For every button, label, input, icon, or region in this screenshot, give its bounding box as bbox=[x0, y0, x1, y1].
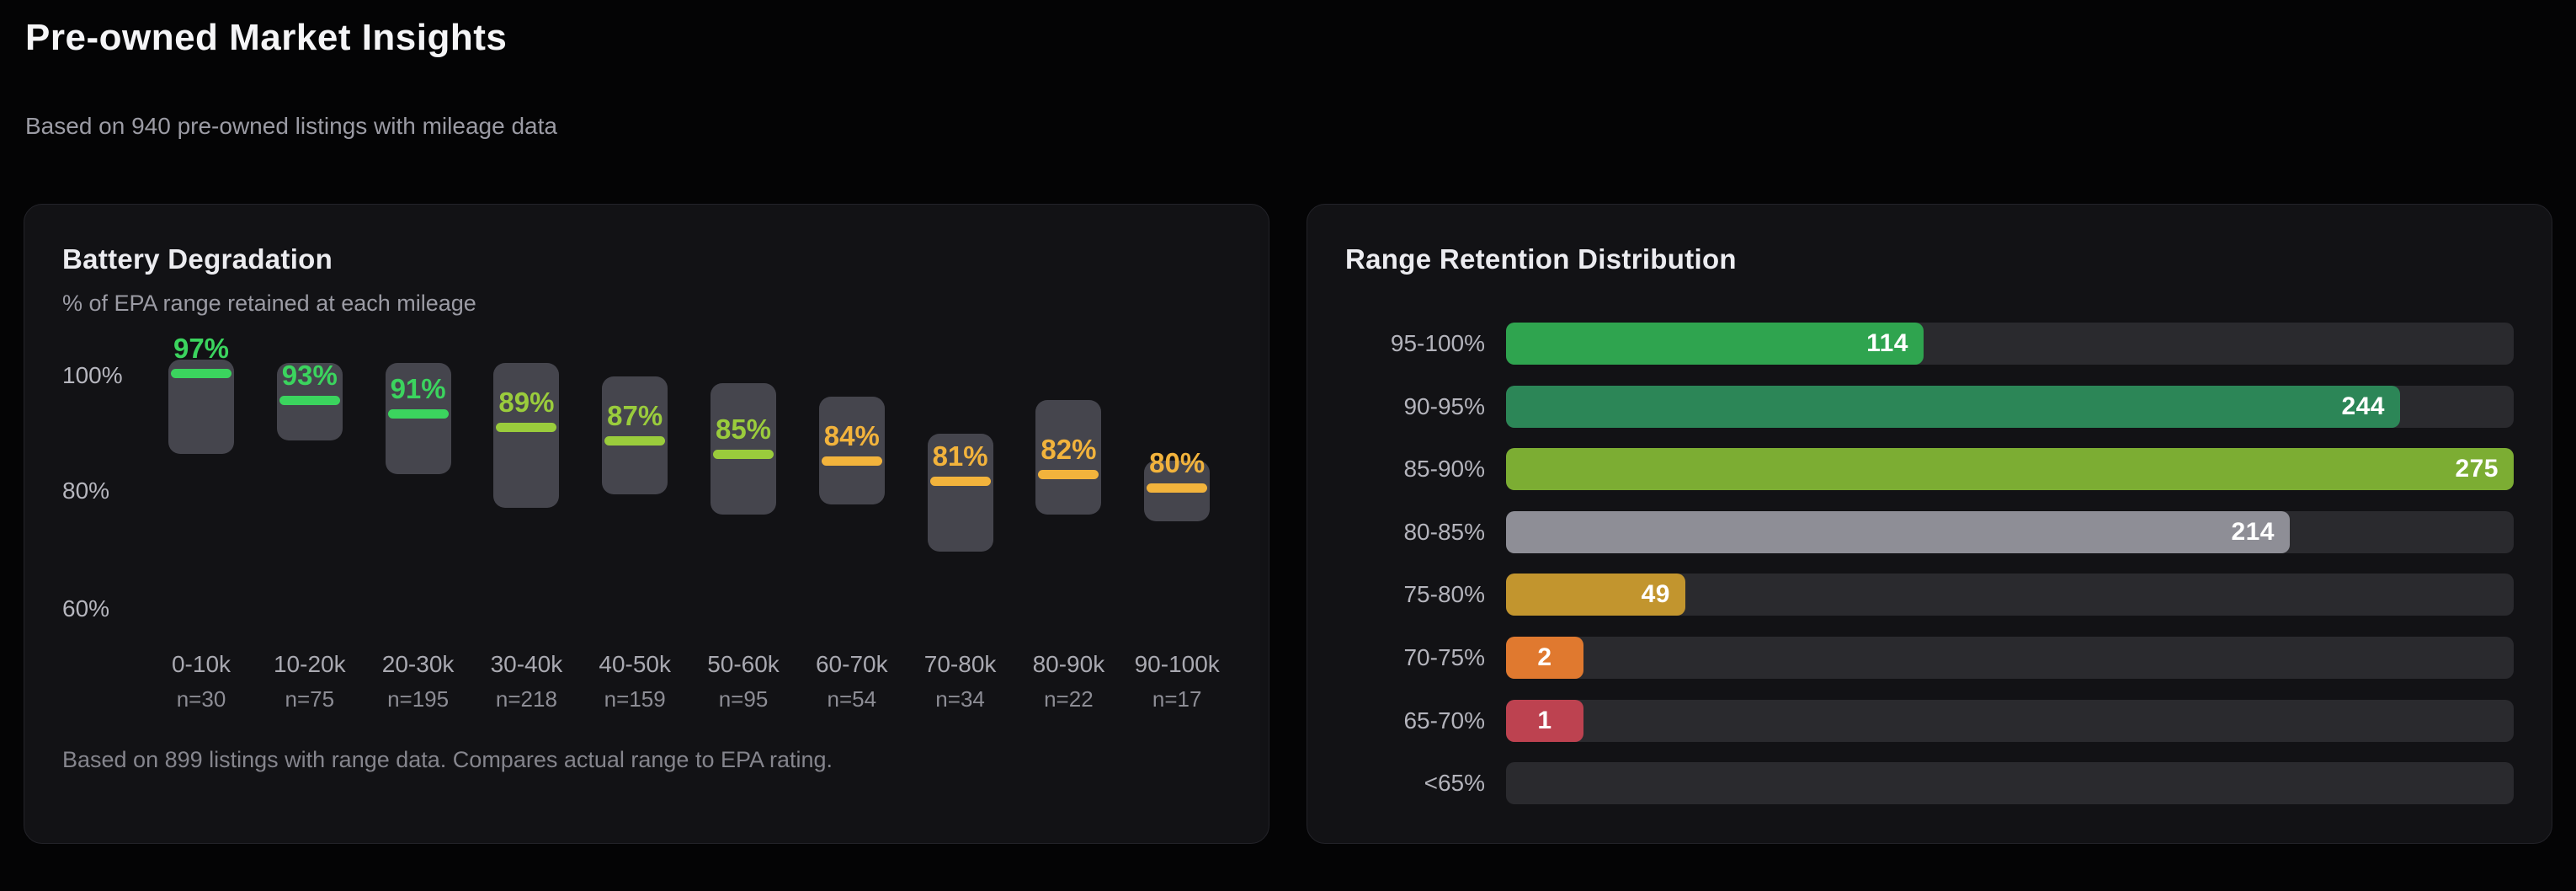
retention-range-label: 85-90% bbox=[1403, 456, 1485, 483]
retention-bar[interactable]: 1 bbox=[1506, 699, 1583, 742]
retention-row: 95-100% 114 bbox=[1345, 323, 2514, 365]
battery-panel-footnote: Based on 899 listings with range data. C… bbox=[62, 747, 833, 772]
retention-row: 65-70% 1 bbox=[1345, 699, 2514, 742]
median-percent-label: 85% bbox=[715, 413, 772, 445]
retention-row: 85-90% 275 bbox=[1345, 448, 2514, 491]
retention-range-label: 90-95% bbox=[1403, 392, 1485, 419]
retention-bar-value: 275 bbox=[2455, 455, 2499, 483]
sample-size-label: n=95 bbox=[718, 686, 769, 712]
retention-row: 80-85% 214 bbox=[1345, 510, 2514, 553]
median-line bbox=[713, 450, 774, 459]
sample-size-label: n=22 bbox=[1044, 686, 1094, 712]
median-percent-label: 82% bbox=[1041, 434, 1097, 465]
retention-bar-track: 1 bbox=[1506, 699, 2514, 742]
mileage-bucket-label: 0-10k bbox=[171, 651, 232, 677]
sample-size-label: n=75 bbox=[285, 686, 335, 712]
battery-degradation-panel: Battery Degradation % of EPA range retai… bbox=[24, 204, 1269, 844]
range-retention-chart: 95-100% 114 90-95% 244 85-90% 275 80-85% 214 75-… bbox=[1307, 205, 2552, 843]
retention-range-label: 95-100% bbox=[1390, 330, 1485, 356]
mileage-bucket-label: 20-30k bbox=[381, 651, 455, 677]
retention-range-label: <65% bbox=[1424, 770, 1485, 797]
median-line bbox=[496, 423, 557, 432]
median-percent-label: 91% bbox=[390, 373, 446, 404]
battery-degradation-chart: 100% 80% 60% 97% 0-10k n=30 93% 10-20k n=75 91% 20… bbox=[24, 205, 1269, 843]
mileage-bucket-label: 60-70k bbox=[815, 651, 888, 677]
median-line bbox=[604, 436, 666, 446]
retention-bar[interactable]: 214 bbox=[1506, 510, 2290, 553]
retention-bar-track: 214 bbox=[1506, 510, 2514, 553]
mileage-bucket-label: 80-90k bbox=[1032, 651, 1105, 677]
retention-bar-value: 214 bbox=[2231, 517, 2275, 546]
retention-panel-title: Range Retention Distribution bbox=[1345, 243, 1737, 275]
median-line bbox=[821, 456, 882, 466]
y-axis-tick-label: 100% bbox=[62, 362, 123, 388]
retention-bar-value: 49 bbox=[1641, 580, 1670, 609]
retention-row: <65% bbox=[1345, 762, 2514, 805]
median-line bbox=[1147, 483, 1208, 493]
retention-bar-value: 2 bbox=[1537, 643, 1552, 671]
retention-range-label: 65-70% bbox=[1403, 707, 1485, 734]
retention-bar-track: 49 bbox=[1506, 574, 2514, 616]
range-box bbox=[602, 376, 668, 494]
median-line bbox=[1038, 470, 1099, 479]
range-box bbox=[1035, 400, 1102, 515]
retention-bar-value: 244 bbox=[2341, 392, 2385, 420]
page-subtitle: Based on 940 pre-owned listings with mil… bbox=[25, 113, 557, 139]
battery-panel-subtitle: % of EPA range retained at each mileage bbox=[62, 291, 476, 316]
retention-bar[interactable]: 49 bbox=[1506, 574, 1685, 616]
retention-row: 70-75% 2 bbox=[1345, 637, 2514, 679]
retention-row: 75-80% 49 bbox=[1345, 574, 2514, 616]
median-line bbox=[171, 369, 232, 378]
retention-bar-value: 114 bbox=[1866, 329, 1908, 357]
page-title: Pre-owned Market Insights bbox=[25, 17, 508, 58]
median-percent-label: 87% bbox=[607, 400, 663, 431]
range-box bbox=[927, 434, 993, 552]
median-percent-label: 93% bbox=[281, 360, 338, 391]
retention-range-label: 70-75% bbox=[1403, 644, 1485, 670]
sample-size-label: n=195 bbox=[387, 686, 450, 712]
sample-size-label: n=30 bbox=[176, 686, 226, 712]
mileage-bucket-label: 30-40k bbox=[490, 651, 563, 677]
retention-bar-track: 114 bbox=[1506, 323, 2514, 365]
mileage-bucket-label: 90-100k bbox=[1134, 651, 1220, 677]
sample-size-label: n=17 bbox=[1152, 686, 1202, 712]
median-percent-label: 80% bbox=[1149, 447, 1206, 478]
retention-row: 90-95% 244 bbox=[1345, 385, 2514, 428]
sample-size-label: n=54 bbox=[827, 686, 877, 712]
retention-bar-track: 244 bbox=[1506, 385, 2514, 428]
retention-range-label: 80-85% bbox=[1403, 518, 1485, 545]
median-percent-label: 84% bbox=[823, 420, 880, 451]
mileage-bucket-label: 70-80k bbox=[923, 651, 997, 677]
y-axis-tick-label: 60% bbox=[62, 595, 110, 622]
retention-bar-track: 275 bbox=[1506, 448, 2514, 491]
retention-bar-value: 1 bbox=[1537, 706, 1552, 734]
retention-bar[interactable]: 2 bbox=[1506, 637, 1583, 679]
battery-panel-title: Battery Degradation bbox=[62, 243, 333, 275]
retention-bar[interactable]: 244 bbox=[1506, 385, 2400, 428]
mileage-bucket-label: 10-20k bbox=[273, 651, 346, 677]
retention-bar[interactable]: 275 bbox=[1506, 448, 2514, 491]
median-percent-label: 97% bbox=[173, 333, 230, 364]
median-line bbox=[387, 409, 449, 419]
sample-size-label: n=34 bbox=[935, 686, 985, 712]
retention-bar-track bbox=[1506, 762, 2514, 805]
range-retention-panel: Range Retention Distribution 95-100% 114 9… bbox=[1307, 204, 2552, 844]
range-box bbox=[493, 363, 560, 508]
median-line bbox=[279, 396, 340, 405]
mileage-bucket-label: 50-60k bbox=[707, 651, 780, 677]
sample-size-label: n=218 bbox=[495, 686, 557, 712]
range-box bbox=[711, 383, 776, 515]
mileage-bucket-label: 40-50k bbox=[599, 651, 671, 677]
median-percent-label: 89% bbox=[498, 387, 555, 418]
retention-bar-track: 2 bbox=[1506, 637, 2514, 679]
range-box bbox=[385, 363, 451, 474]
range-box bbox=[818, 397, 885, 504]
y-axis-tick-label: 80% bbox=[62, 478, 110, 504]
sample-size-label: n=159 bbox=[604, 686, 666, 712]
retention-range-label: 75-80% bbox=[1403, 581, 1485, 608]
median-percent-label: 81% bbox=[932, 440, 988, 472]
median-line bbox=[929, 477, 991, 486]
retention-bar[interactable]: 114 bbox=[1506, 323, 1924, 365]
